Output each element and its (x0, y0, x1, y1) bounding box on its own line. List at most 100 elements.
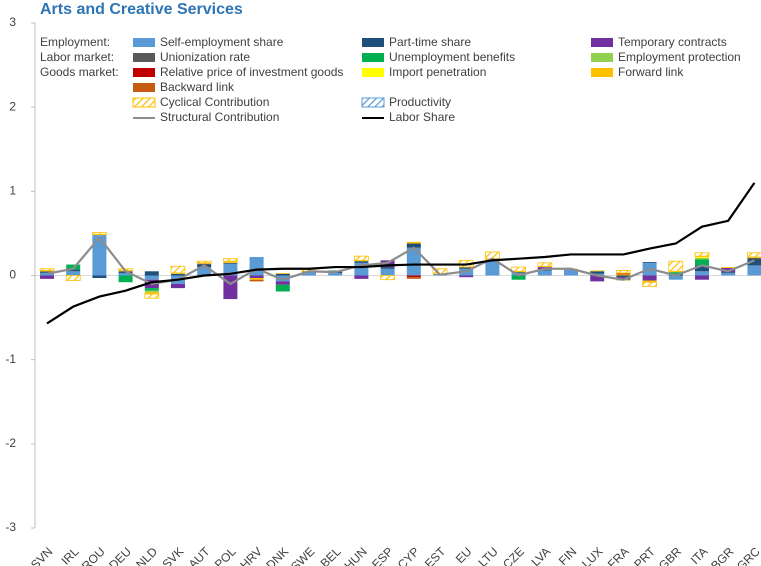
bar (695, 259, 709, 266)
bar (695, 257, 709, 260)
bar (406, 241, 421, 244)
x-tick-label: NLD (133, 544, 160, 566)
bar (92, 235, 107, 276)
bar (459, 267, 474, 269)
bar (747, 259, 761, 266)
x-tick-label: LTU (475, 544, 500, 566)
bar (249, 279, 264, 282)
legend-label: Forward link (618, 65, 684, 79)
bar (642, 262, 657, 263)
x-tick-label: DNK (263, 544, 291, 566)
bar (223, 261, 238, 263)
legend-label: Unionization rate (160, 50, 250, 64)
legend-group-label: Labor market: (40, 50, 114, 64)
bar (40, 272, 54, 276)
legend-swatch (362, 68, 384, 77)
hatched-bar (222, 258, 238, 262)
bar (302, 272, 316, 276)
bar (197, 267, 212, 276)
bar (721, 272, 736, 273)
chart-title: Arts and Creative Services (40, 1, 243, 18)
bar (223, 262, 238, 264)
x-tick-label: HUN (341, 544, 369, 566)
bar (275, 273, 290, 276)
bar (459, 275, 474, 278)
x-tick-label: CZE (500, 544, 527, 566)
bar (197, 263, 212, 265)
legend-label: Temporary contracts (618, 35, 727, 49)
legend-swatch (133, 38, 155, 47)
x-tick-label: ESP (369, 544, 396, 566)
hatched-bar (65, 275, 81, 281)
bar (66, 269, 81, 272)
bar (144, 290, 159, 293)
y-tick-label: -3 (5, 520, 16, 534)
legend-swatch (591, 68, 613, 77)
x-tick-label: BGR (708, 544, 737, 566)
bar (616, 275, 631, 278)
legend-group-label: Employment: (40, 35, 110, 49)
hatched-bar (694, 252, 710, 257)
hatched-bar (511, 266, 527, 272)
bar (354, 261, 369, 263)
y-tick-label: 3 (9, 15, 16, 29)
bar (668, 272, 683, 274)
bar (328, 270, 343, 272)
legend-label: Structural Contribution (160, 110, 279, 124)
legend-label: Self-employment share (160, 35, 284, 49)
hatched-bar (537, 262, 553, 267)
bar (40, 275, 54, 279)
legend-swatch (133, 68, 155, 77)
bar (223, 275, 238, 300)
bar (616, 272, 631, 275)
bar (590, 270, 605, 272)
bar (668, 275, 683, 280)
bar (511, 272, 526, 273)
bar (721, 267, 736, 268)
y-tick-label: -2 (5, 436, 16, 450)
bar (144, 275, 159, 280)
x-tick-label: BEL (318, 544, 344, 566)
bar (40, 271, 54, 273)
legend-label: Import penetration (389, 65, 486, 79)
bar (66, 271, 81, 276)
bar (40, 272, 54, 273)
bar (380, 268, 395, 276)
bar (537, 269, 552, 271)
bar (171, 283, 185, 289)
x-tick-label: SVK (159, 544, 186, 566)
bar (668, 271, 683, 273)
x-tick-label: DEU (106, 544, 134, 566)
legend-label: Employment protection (618, 50, 741, 64)
x-tick-label: AUT (186, 544, 213, 566)
legend-swatch (362, 38, 384, 47)
legend-swatch (132, 97, 156, 108)
bar (511, 271, 526, 273)
hatched-bar (616, 270, 631, 274)
hatched-bar (380, 275, 396, 281)
bar (695, 256, 709, 258)
x-tick-label: PRT (631, 544, 658, 566)
legend-swatch (591, 53, 613, 62)
legend-group-label: Goods market: (40, 65, 119, 79)
bar (249, 278, 264, 280)
hatched-bar (353, 255, 369, 261)
bar (485, 260, 500, 276)
line (46, 182, 756, 325)
bar (695, 275, 709, 280)
legend-swatch (362, 53, 384, 62)
x-tick-label: SWE (288, 544, 317, 566)
bar (747, 265, 761, 276)
legend-label: Unemployment benefits (389, 50, 515, 64)
bar (144, 288, 159, 291)
bar (275, 281, 290, 285)
legend-label: Cyclical Contribution (160, 95, 269, 109)
x-tick-label: ROU (79, 544, 108, 566)
bar (328, 272, 343, 276)
x-tick-label: POL (212, 544, 239, 566)
bar (616, 277, 631, 280)
bar (590, 275, 605, 282)
bar (590, 271, 605, 274)
bar (406, 275, 421, 278)
